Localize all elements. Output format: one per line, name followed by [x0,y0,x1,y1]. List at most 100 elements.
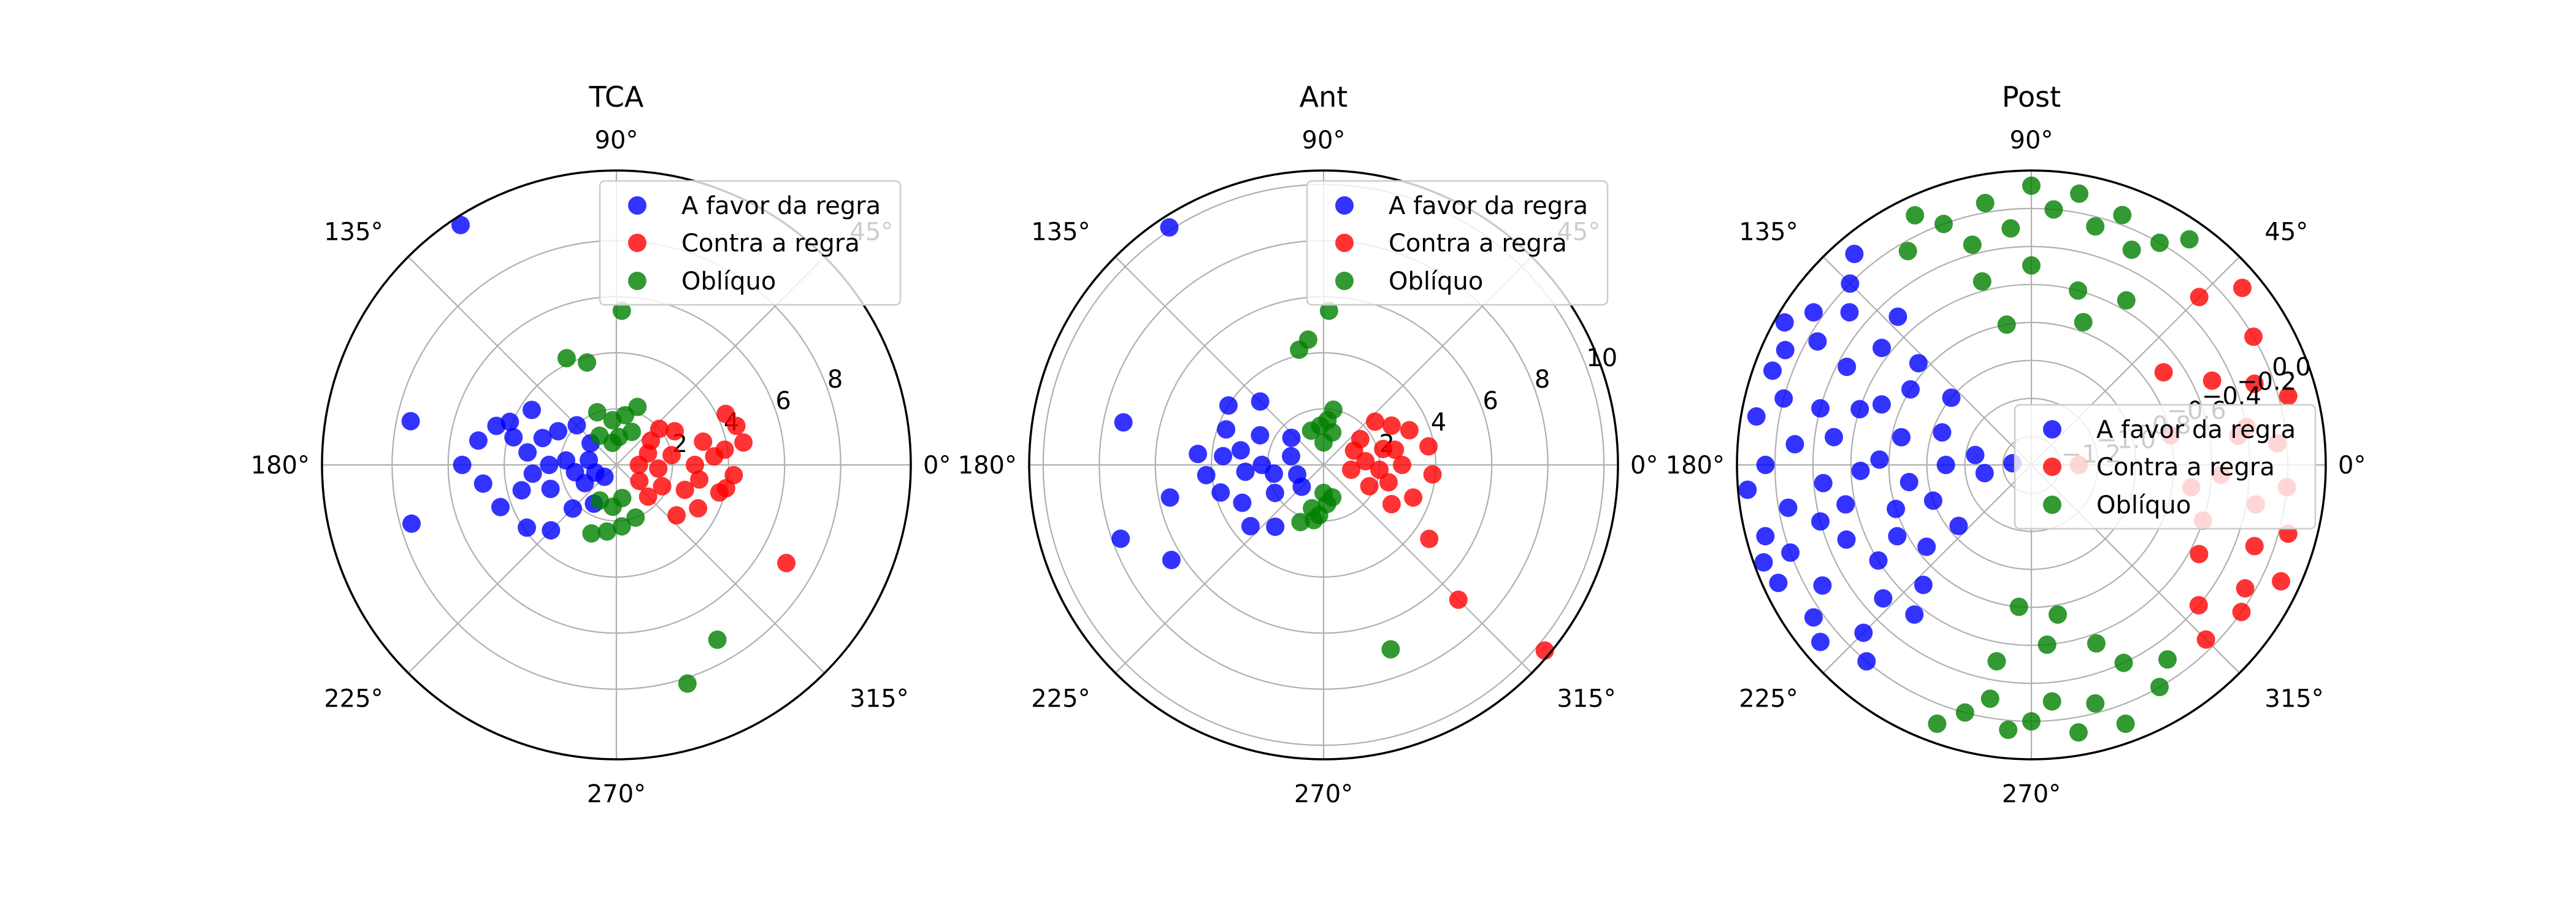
data-point [667,506,686,525]
data-point [2042,692,2061,711]
legend-label-obliquo: Oblíquo [2096,491,2191,519]
legend-marker-contra [2043,458,2061,476]
data-point [1738,480,1757,499]
data-point [1980,689,1999,708]
data-point [1873,339,1891,358]
angle-tick-225: 225° [1031,684,1090,713]
legend: A favor da regra Contra a regra Oblíquo [2014,404,2317,530]
data-point [1111,529,1130,548]
angle-tick-180: 180° [1666,451,1725,480]
data-point [582,524,601,543]
data-point [2022,176,2041,195]
data-point [1763,361,1782,380]
data-point [1251,426,1270,445]
data-point [1382,495,1401,513]
data-point [2158,650,2177,669]
angle-tick-270: 270° [1294,780,1353,808]
panel-post: Post −1.2−1.0−0.8−0.6−0.4−0.20.0 0° 45° … [1666,80,2366,808]
legend-label-contra: Contra a regra [2096,453,2275,481]
angle-tick-135: 135° [324,218,383,247]
data-point [2086,694,2105,713]
data-point [1382,416,1401,435]
data-point [1836,495,1855,514]
grid-spoke [1114,464,1324,674]
data-point [1888,307,1907,326]
legend-label-contra: Contra a regra [681,229,860,258]
data-point [557,349,576,367]
data-point [694,432,713,451]
data-point [1813,576,1832,595]
data-point [500,412,519,431]
data-point [2074,313,2093,332]
legend-marker-obliquo [2043,496,2061,514]
data-point [1420,529,1439,548]
data-point [1756,527,1775,546]
legend-marker-obliquo [628,272,646,290]
data-point [1251,392,1270,411]
data-point [2236,579,2255,598]
data-point [2044,200,2063,219]
data-point [2113,205,2132,224]
data-point [563,499,582,518]
data-point [2009,597,2028,616]
data-point [491,497,510,516]
data-point [2086,217,2105,236]
data-point [504,428,523,447]
panel-title: Post [2002,80,2061,113]
data-point [613,489,632,507]
data-point [1845,245,1864,263]
data-point [623,423,642,442]
panel-ant: Ant 246810 0° 45° 90° 135° 180° 225° 270… [958,80,1658,808]
data-point [1840,303,1859,322]
panel-tca: TCA 2468 0° 45° 90° 135° 180° 225° 270° … [251,80,951,808]
data-point [1838,358,1857,377]
data-point [1233,493,1252,512]
data-point [2070,184,2088,203]
data-point [2272,572,2290,591]
legend-label-favor: A favor da regra [681,192,881,220]
data-point [595,467,614,486]
data-point [1324,401,1343,419]
angle-tick-0: 0° [923,451,951,480]
data-point [518,518,536,537]
data-point [1265,464,1283,483]
data-point [453,456,472,474]
data-point [1917,537,1936,556]
data-point [2202,371,2221,390]
radial-tick-label: −0.2 [2237,368,2296,396]
data-point [1779,498,1798,517]
data-point [1290,340,1309,359]
data-point [1236,462,1255,481]
data-point [2180,230,2199,249]
angle-tick-180: 180° [251,451,310,480]
data-point [1966,445,1985,464]
data-point [2114,653,2133,672]
data-point [653,477,672,496]
data-point [1282,447,1300,466]
legend-box [599,180,902,306]
data-point [540,456,559,474]
data-point [1906,206,1925,224]
legend-marker-favor [1335,196,1354,215]
data-point [690,470,709,489]
legend-marker-obliquo [1335,272,1354,290]
data-point [469,431,488,450]
data-point [1231,441,1250,460]
data-point [533,429,552,448]
data-point [1854,623,1873,642]
data-point [1756,456,1775,474]
data-point [541,480,560,499]
radial-tick-label: 8 [827,366,843,394]
radial-tick-label: 6 [1482,387,1498,415]
data-point [2116,715,2135,733]
data-point [1888,527,1907,546]
panel-title: Ant [1300,80,1348,113]
data-point [629,456,648,474]
data-point [716,404,735,423]
angle-tick-315: 315° [849,684,908,713]
data-point [1214,447,1233,466]
data-point [1933,423,1952,442]
data-point [1928,715,1947,733]
data-point [1975,464,1994,483]
